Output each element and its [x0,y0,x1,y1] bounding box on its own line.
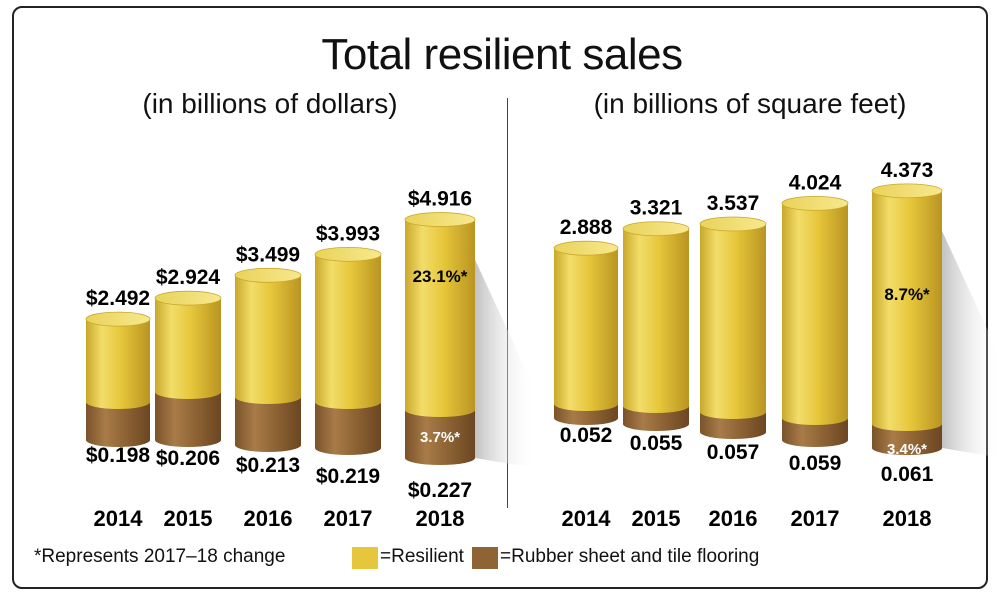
year-label-2015: 2015 [164,506,213,531]
bar-shadow [942,230,1002,458]
bar-top-2017 [314,246,382,262]
value-label-resilient-2016: $3.499 [236,243,300,266]
bar-shadow [475,259,535,468]
bar-resilient-2016 [235,275,301,404]
year-label-2015: 2015 [632,506,681,531]
value-label-rubber-2017: 0.059 [789,452,842,475]
footnote: *Represents 2017–18 change [34,546,286,567]
value-label-rubber-2016: $0.213 [236,454,300,477]
year-label-2014: 2014 [94,506,144,531]
year-label-2018: 2018 [883,506,932,531]
bar-rubber-2015 [623,406,689,431]
bar-top-2015 [622,221,690,237]
bar-rubber-2017 [782,418,848,447]
bar-resilient-2017 [782,203,848,425]
bar-resilient-2014 [86,319,150,409]
bar-resilient-2016 [700,224,766,419]
year-label-2017: 2017 [791,506,840,531]
bar-rubber-2018 [872,424,942,455]
bar-rubber-2016 [700,412,766,439]
year-label-2018: 2018 [416,506,465,531]
value-label-resilient-2015: 3.321 [630,197,683,220]
value-label-rubber-2018: $0.227 [408,479,472,502]
value-label-rubber-2015: $0.206 [156,447,220,470]
bar-resilient-2014 [554,248,618,411]
bar-rubber-2015 [155,392,221,447]
value-label-rubber-2014: $0.198 [86,444,151,467]
value-label-rubber-2018: 0.061 [881,463,934,486]
bar-rubber-2017 [315,402,381,455]
bar-rubber-2014 [86,402,150,447]
value-label-resilient-2017: 4.024 [789,171,842,194]
bar-rubber-2016 [235,397,301,452]
value-label-resilient-2015: $2.924 [156,266,221,289]
chart-title: Total resilient sales [321,30,683,79]
year-label-2017: 2017 [324,506,373,531]
bar-top-2016 [234,267,302,283]
value-label-rubber-2016: 0.057 [707,441,760,464]
bar-resilient-2015 [155,298,221,399]
annotation-resilient-change: 23.1%* [413,267,468,286]
year-label-2016: 2016 [244,506,293,531]
annotation-rubber-change: 3.4%* [887,441,927,458]
bar-top-2014 [553,240,619,256]
bar-rubber-2018 [405,410,475,465]
bar-top-2014 [85,311,151,327]
legend-label-resilient: =Resilient [380,546,464,567]
value-label-resilient-2017: $3.993 [316,222,380,245]
legend-swatch-resilient [352,547,378,569]
left-subtitle: (in billions of dollars) [142,88,398,119]
bar-resilient-2017 [315,254,381,409]
legend-swatch-rubber [472,547,498,569]
bar-resilient-2015 [623,228,689,413]
annotation-rubber-change: 3.7%* [420,429,460,446]
bar-top-2016 [699,216,767,232]
value-label-rubber-2015: 0.055 [630,432,683,455]
left-panel: $2.492 $0.198 2014 $2.924 $0.206 2015 $3.499 $0… [85,188,535,531]
value-label-resilient-2018: 4.373 [881,159,934,182]
value-label-resilient-2014: 2.888 [560,216,613,239]
value-label-resilient-2018: $4.916 [408,188,472,211]
year-label-2016: 2016 [709,506,758,531]
bar-resilient-2018 [872,190,942,431]
bar-top-2018 [404,212,476,227]
value-label-resilient-2014: $2.492 [86,287,150,310]
year-label-2014: 2014 [562,506,612,531]
bar-top-2018 [871,183,943,199]
bar-top-2015 [154,290,222,306]
bar-resilient-2018 [405,219,475,417]
value-label-rubber-2017: $0.219 [316,465,380,488]
value-label-resilient-2016: 3.537 [707,192,760,215]
legend-label-rubber: =Rubber sheet and tile flooring [500,546,760,567]
bar-top-2017 [781,195,849,211]
panel-divider [507,98,508,508]
value-label-rubber-2014: 0.052 [560,424,613,447]
right-panel: 2.888 0.052 2014 3.321 0.055 2015 3.537 0.057 20… [553,159,1002,531]
right-subtitle: (in billions of square feet) [593,88,907,119]
annotation-resilient-change: 8.7%* [884,285,930,304]
